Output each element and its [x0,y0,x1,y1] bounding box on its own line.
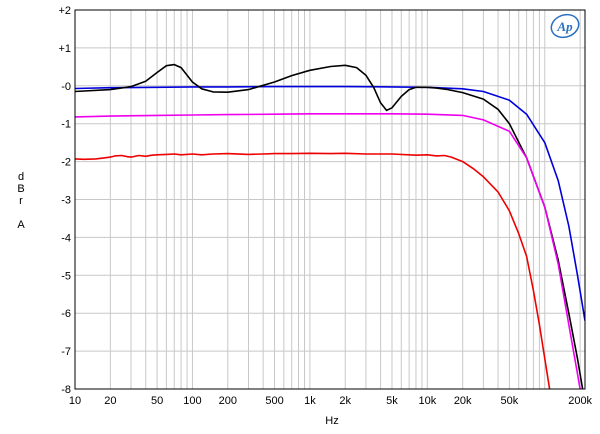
y-tick-label: -6 [61,308,71,320]
y-tick-label: -0 [61,81,71,93]
series-line-4 [75,152,551,389]
plot-frame [74,9,586,390]
y-tick-label: -4 [61,232,71,244]
x-tick-label: 10 [69,395,81,407]
y-axis-label-char: d [18,171,24,183]
logo-ring [550,13,580,39]
x-tick-label: 100 [183,395,201,407]
y-axis-label-char: r [19,195,23,207]
y-tick-label: -2 [61,157,71,169]
x-tick-label: 5k [386,395,398,407]
x-axis-label: Hz [325,415,338,427]
x-tick-label: 1k [304,395,316,407]
y-tick-labels: +2 +1 -0 -1 -2 -3 -4 -5 -6 -7 -8 [58,5,71,396]
y-tick-label: -7 [61,346,71,358]
x-tick-label: 20k [454,395,472,407]
x-tick-label: 2k [339,395,351,407]
series-line-2 [75,63,584,389]
y-tick-label: -8 [61,384,71,396]
x-tick-label: 50k [501,395,519,407]
audio-precision-logo: Ap [550,13,580,39]
series-line-3 [75,113,581,389]
x-tick-label: 10k [418,395,436,407]
x-tick-label: 50 [151,395,163,407]
series-group [75,63,585,389]
y-tick-label: -3 [61,195,71,207]
y-axis-label-char: A [17,219,25,231]
logo-text: Ap [556,19,573,34]
y-tick-label: -5 [61,270,71,282]
y-tick-label: +1 [58,43,71,55]
x-tick-label: 500 [265,395,283,407]
x-tick-labels: 10 20 50 100 200 500 1k 2k 5k 10k 20k 50k 200k [69,395,593,407]
x-tick-label: 200 [219,395,237,407]
x-tick-label: 200k [568,395,592,407]
y-tick-label: -1 [61,119,71,131]
y-axis-label-char: B [17,183,24,195]
x-tick-label: 20 [104,395,116,407]
y-tick-label: +2 [58,5,71,17]
